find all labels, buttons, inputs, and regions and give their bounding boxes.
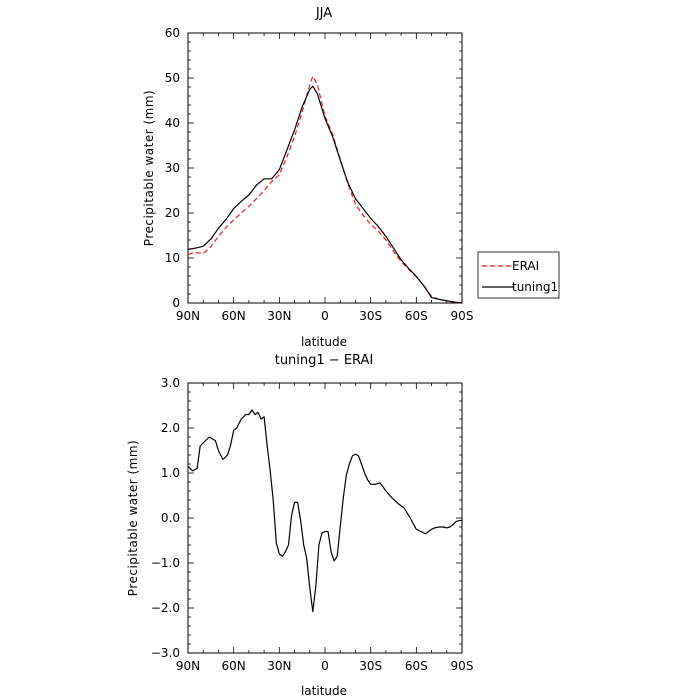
- top-y-tick-label: 60: [165, 26, 180, 40]
- bottom-y-axis-label: Precipitable water (mm): [126, 440, 140, 596]
- top-x-tick-label: 90S: [451, 309, 474, 323]
- top-chart: JJA latitude Precipitable water (mm) 90N…: [142, 6, 473, 349]
- bottom-series-line-tuning1-erai: [187, 409, 463, 613]
- top-y-tick-label: 50: [165, 71, 180, 85]
- bottom-x-tick-label: 90N: [176, 659, 200, 673]
- top-chart-title: JJA: [315, 6, 332, 21]
- top-x-tick-label: 30S: [359, 309, 382, 323]
- bottom-x-axis-label: latitude: [301, 684, 347, 698]
- top-series-line-erai: [187, 75, 463, 304]
- bottom-chart-title: tuning1 − ERAI: [275, 353, 374, 368]
- top-series-line-tuning1: [187, 85, 463, 304]
- bottom-chart: tuning1 − ERAI latitude Precipitable wat…: [126, 353, 473, 698]
- top-y-tick-label: 30: [165, 161, 180, 175]
- bottom-y-tick-label: 2.0: [161, 421, 180, 435]
- top-series-group: [187, 75, 463, 304]
- bottom-y-tick-label: 3.0: [161, 376, 180, 390]
- bottom-x-tick-label: 0: [321, 659, 329, 673]
- top-x-axis-label: latitude: [301, 335, 347, 349]
- bottom-y-tick-label: 1.0: [161, 466, 180, 480]
- top-x-tick-label: 60S: [405, 309, 428, 323]
- bottom-y-tick-label: 0.0: [161, 511, 180, 525]
- legend: ERAI tuning1: [477, 251, 560, 299]
- top-axes: 90N 60N 30N 0 30S 60S 90S 0 10 20 30 40 50 60: [165, 26, 474, 323]
- top-x-tick-label: 60N: [222, 309, 246, 323]
- top-y-tick-label: 0: [172, 296, 180, 310]
- bottom-plot-frame: [187, 382, 463, 654]
- top-y-tick-label: 10: [165, 251, 180, 265]
- bottom-x-tick-label: 30N: [267, 659, 291, 673]
- bottom-y-tick-label: −1.0: [151, 556, 180, 570]
- bottom-x-tick-label: 90S: [451, 659, 474, 673]
- bottom-series-group: [187, 409, 463, 613]
- bottom-x-tick-label: 60N: [222, 659, 246, 673]
- top-x-tick-label: 30N: [267, 309, 291, 323]
- legend-erai-label: ERAI: [512, 259, 539, 273]
- legend-tuning1-label: tuning1: [512, 280, 558, 294]
- top-x-tick-label: 90N: [176, 309, 200, 323]
- top-y-tick-label: 20: [165, 206, 180, 220]
- bottom-y-tick-label: −3.0: [151, 646, 180, 660]
- bottom-x-tick-label: 30S: [359, 659, 382, 673]
- bottom-y-tick-label: −2.0: [151, 601, 180, 615]
- bottom-axes: 90N 60N 30N 0 30S 60S 90S 3.0 2.0 1.0 0.0 −1.0 −2.0 −…: [151, 376, 474, 673]
- top-x-tick-label: 0: [321, 309, 329, 323]
- top-y-axis-label: Precipitable water (mm): [142, 90, 156, 246]
- top-y-tick-label: 40: [165, 116, 180, 130]
- top-plot-frame: [187, 32, 463, 304]
- bottom-x-tick-label: 60S: [405, 659, 428, 673]
- legend-box: [477, 251, 560, 299]
